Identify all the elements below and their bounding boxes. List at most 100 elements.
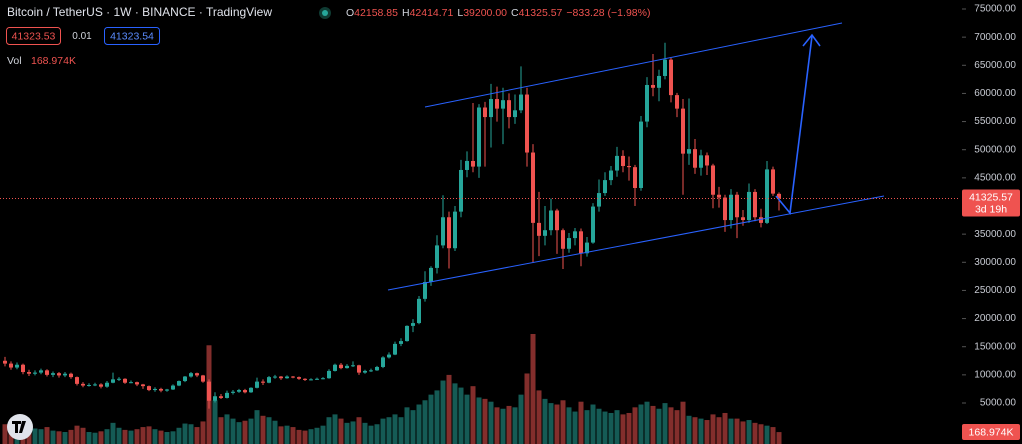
candle-body	[537, 222, 541, 236]
volume-bar	[746, 420, 752, 444]
candle-body	[207, 381, 211, 401]
volume-bar	[524, 373, 530, 444]
candle-body	[393, 343, 397, 355]
candle-body	[369, 370, 373, 372]
volume-bar	[470, 386, 476, 444]
y-tick-label: 45000.00	[974, 172, 1016, 183]
volume-bar	[350, 421, 356, 444]
sell-button[interactable]	[6, 27, 61, 45]
volume-bar	[638, 404, 644, 444]
volume-bar	[110, 422, 116, 444]
candle-body	[573, 231, 577, 239]
candle-body	[567, 238, 571, 249]
candle-body	[69, 373, 73, 378]
volume-bar	[566, 407, 572, 444]
candle-body	[657, 75, 661, 88]
candle-body	[525, 94, 529, 153]
volume-bar	[386, 417, 392, 444]
volume-bar	[764, 425, 770, 444]
candle-body	[105, 382, 109, 387]
volume-bar	[542, 398, 548, 444]
candle-body	[429, 267, 433, 282]
candle-body	[405, 325, 409, 342]
countdown: 3d 19h	[975, 203, 1007, 215]
candle-body	[99, 384, 103, 387]
volume-bar	[674, 410, 680, 444]
candle-body	[597, 193, 601, 207]
volume-bar	[740, 421, 746, 444]
candle-body	[741, 217, 745, 221]
candle-body	[177, 381, 181, 386]
candle-body	[501, 100, 505, 109]
candle-body	[723, 197, 727, 221]
y-tick-label: 5000.00	[980, 398, 1017, 409]
candle-body	[513, 110, 517, 118]
y-tick-label: 70000.00	[974, 32, 1016, 43]
candle-body	[651, 84, 655, 88]
candle-body	[633, 167, 637, 188]
candle-body	[639, 121, 643, 188]
candle-body	[585, 242, 589, 254]
volume-bar	[476, 397, 482, 444]
candle-body	[39, 370, 43, 373]
candle-body	[687, 149, 691, 154]
candle-body	[171, 385, 175, 390]
candle-body	[159, 388, 163, 391]
candle-body	[771, 169, 775, 194]
y-tick-label: 65000.00	[974, 60, 1016, 71]
ohlc-value: 41325.57	[519, 7, 563, 19]
volume-bar	[332, 414, 338, 444]
volume-bar	[86, 432, 92, 444]
ohlc-value: 42414.71	[410, 7, 454, 19]
candle-body	[33, 372, 37, 374]
buy-price[interactable]: 41323.54	[110, 30, 154, 42]
candle-body	[111, 379, 115, 383]
buy-button[interactable]	[104, 27, 160, 45]
candle-body	[411, 323, 415, 326]
volume-bar	[434, 390, 440, 444]
volume-bar	[272, 420, 278, 444]
candle-body	[195, 373, 199, 376]
volume-bar	[38, 429, 44, 444]
volume-bar	[176, 427, 182, 444]
candle-body	[609, 170, 613, 181]
volume-bar	[284, 425, 290, 444]
candle-body	[543, 230, 547, 236]
volume-bar	[716, 417, 722, 444]
y-tick-label: 15000.00	[974, 341, 1016, 352]
candle-body	[123, 378, 127, 383]
volume-bar	[662, 403, 668, 444]
volume-bar	[710, 414, 716, 444]
volume-bar	[290, 427, 296, 444]
candle-body	[135, 382, 139, 385]
volume-bar	[518, 394, 524, 444]
volume-bar	[704, 420, 710, 444]
candle-body	[759, 217, 763, 223]
volume-bar	[626, 412, 632, 444]
volume-bar	[56, 431, 62, 444]
candle-body	[9, 363, 13, 368]
candle-body	[267, 377, 271, 383]
candle-body	[189, 373, 193, 377]
logo[interactable]	[7, 414, 33, 440]
volume-bar	[536, 390, 542, 444]
volume-bar	[620, 414, 626, 444]
volume-bar	[242, 420, 248, 444]
y-tick-label: 75000.00	[974, 4, 1016, 15]
sell-price[interactable]: 41323.53	[12, 30, 56, 42]
candle-body	[309, 379, 313, 381]
volume-bar	[602, 411, 608, 444]
volume-bar	[260, 415, 266, 444]
status-dot	[322, 10, 328, 16]
candle-body	[495, 99, 499, 109]
volume-bar	[80, 427, 86, 444]
volume-bar	[68, 429, 74, 444]
volume-bar	[140, 427, 146, 444]
candle-layer	[3, 42, 781, 409]
volume-bar	[128, 430, 134, 444]
volume-bar	[512, 407, 518, 444]
candle-body	[705, 155, 709, 166]
candle-body	[453, 211, 457, 249]
